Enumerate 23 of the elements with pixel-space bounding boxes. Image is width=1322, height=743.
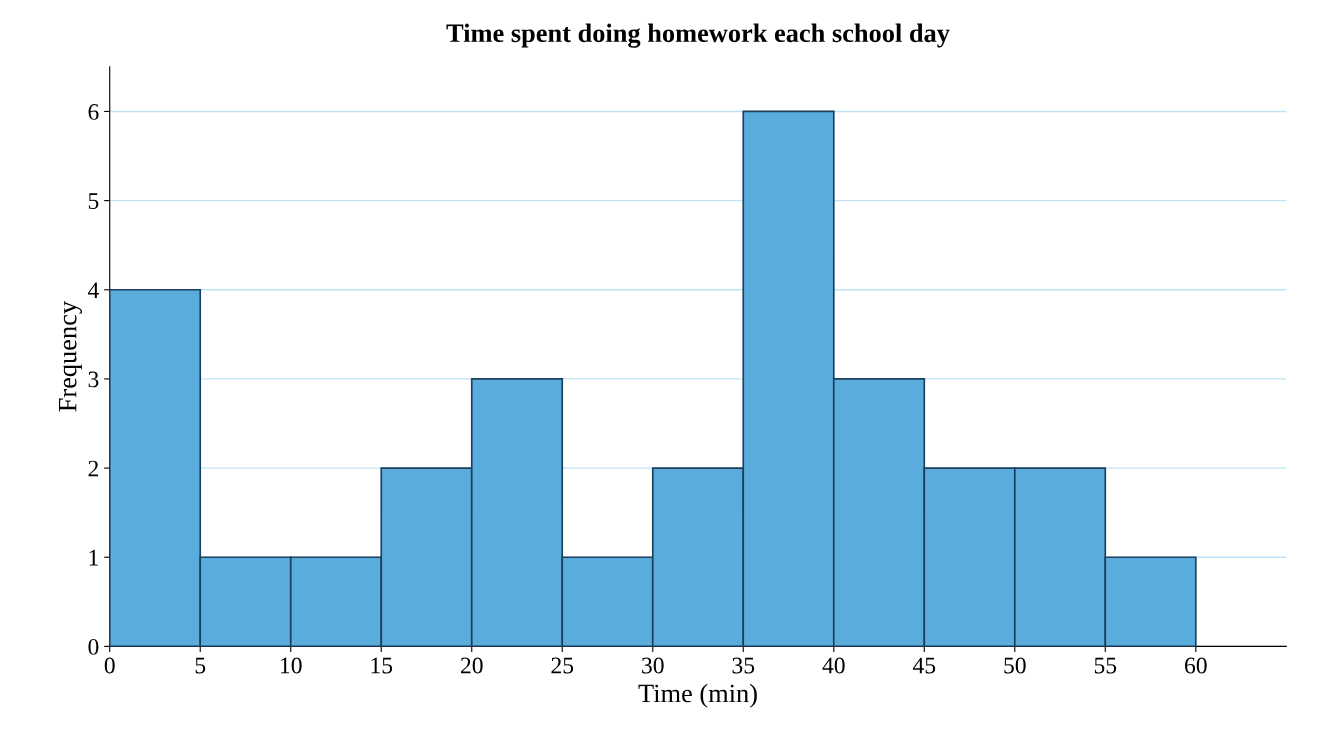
x-tick-label: 55	[1094, 657, 1117, 674]
chart-title: Time spent doing homework each school day	[446, 23, 950, 48]
x-tick-label: 45	[912, 657, 936, 674]
x-tick-label: 40	[822, 657, 845, 674]
x-tick-label: 25	[551, 657, 574, 674]
y-tick-label: 4	[87, 282, 99, 298]
x-tick-label: 50	[1004, 657, 1026, 674]
y-tick-label: 1	[89, 549, 98, 566]
x-tick-label: 15	[371, 657, 393, 674]
y-tick-label: 0	[88, 638, 99, 655]
x-tick-label: 35	[732, 657, 755, 674]
y-axis-title: Frequency	[58, 301, 82, 412]
x-tick-label: 5	[195, 657, 206, 674]
x-axis-title: Time (min)	[638, 683, 757, 708]
x-tick-label: 60	[1185, 657, 1207, 674]
y-tick-label: 6	[88, 104, 99, 120]
y-tick-label: 5	[88, 193, 99, 210]
x-tick-label: 20	[460, 657, 483, 674]
x-tick-label: 0	[104, 657, 115, 674]
y-tick-label: 2	[88, 460, 99, 477]
x-tick-label: 10	[281, 657, 302, 674]
x-tick-label: 30	[642, 657, 664, 674]
y-tick-label: 3	[88, 371, 99, 388]
